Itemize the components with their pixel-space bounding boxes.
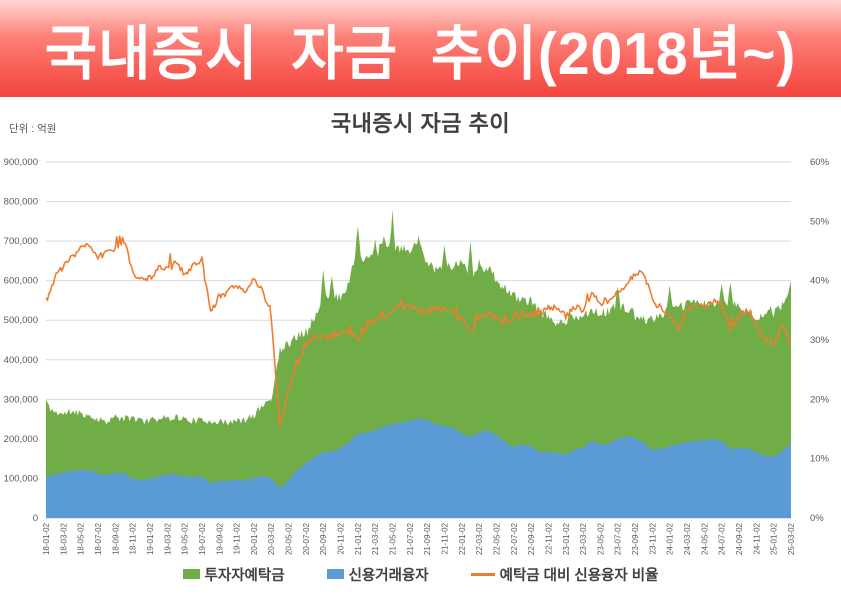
- x-axis-tick: 21-07-02: [406, 522, 415, 555]
- x-axis-tick: 24-07-02: [718, 522, 727, 555]
- x-axis-tick: 23-09-02: [631, 522, 640, 555]
- x-axis-tick: 19-09-02: [215, 522, 224, 555]
- x-axis-tick: 24-03-02: [683, 522, 692, 555]
- x-axis-tick: 20-11-02: [337, 522, 346, 554]
- margin-area: [46, 417, 791, 518]
- legend-item: 예탁금 대비 신용융자 비율: [470, 564, 659, 585]
- x-axis-tick: 23-11-02: [648, 522, 657, 554]
- x-axis-tick: 20-07-02: [302, 522, 311, 555]
- legend-line-swatch: [470, 572, 495, 576]
- x-axis-tick: 18-09-02: [111, 522, 120, 555]
- legend-label: 신용거래융자: [348, 567, 429, 584]
- y-right-tick: 30%: [810, 335, 830, 346]
- x-axis-tick: 24-01-02: [666, 522, 675, 555]
- x-axis-tick: 22-07-02: [510, 522, 519, 555]
- y-right-tick: 50%: [810, 216, 830, 227]
- x-axis-tick: 23-05-02: [596, 522, 605, 555]
- x-axis-tick: 20-03-02: [267, 522, 276, 555]
- x-axis-tick: 18-05-02: [77, 522, 86, 555]
- x-axis-tick: 23-07-02: [614, 522, 623, 555]
- x-axis-tick: 19-03-02: [163, 522, 172, 555]
- x-axis-tick: 21-09-02: [423, 522, 432, 555]
- y-left-tick: 0: [33, 513, 38, 524]
- x-axis-tick: 20-09-02: [319, 522, 328, 555]
- x-axis-tick: 22-05-02: [492, 522, 501, 555]
- x-axis-tick: 18-11-02: [129, 522, 138, 554]
- x-axis-tick: 18-01-02: [42, 522, 51, 555]
- x-axis-tick: 25-03-02: [787, 522, 796, 555]
- x-axis-tick: 19-05-02: [181, 522, 190, 555]
- y-left-tick: 700,000: [4, 236, 38, 247]
- banner: 국내증시 자금 추이(2018년~): [0, 0, 841, 97]
- deposits-area: [46, 209, 791, 518]
- y-left-tick: 800,000: [4, 197, 38, 208]
- legend-item: 투자자예탁금: [182, 564, 285, 585]
- legend-item: 신용거래융자: [326, 564, 429, 585]
- x-axis-tick: 25-01-02: [770, 522, 779, 555]
- y-right-tick: 10%: [810, 454, 830, 465]
- banner-title: 국내증시 자금 추이(2018년~): [44, 20, 797, 87]
- x-axis-tick: 18-03-02: [59, 522, 68, 555]
- x-axis-tick: 22-01-02: [458, 522, 467, 555]
- ratio-line: [45, 235, 792, 428]
- x-axis-tick: 24-05-02: [700, 522, 709, 555]
- x-axis-tick: 19-11-02: [233, 522, 242, 554]
- chart-legend: 투자자예탁금 신용거래융자 예탁금 대비 신용융자 비율: [0, 561, 841, 587]
- x-axis-tick: 21-11-02: [440, 522, 449, 554]
- legend-label: 투자자예탁금: [204, 567, 285, 584]
- y-left-tick: 100,000: [4, 473, 38, 484]
- unit-label: 단위 : 억원: [9, 123, 57, 135]
- y-left-tick: 500,000: [4, 315, 38, 326]
- legend-label: 예탁금 대비 신용융자 비율: [499, 567, 659, 584]
- x-axis-tick: 21-05-02: [389, 522, 398, 555]
- x-axis-tick: 20-05-02: [285, 522, 294, 555]
- x-axis-tick: 23-03-02: [579, 522, 588, 555]
- x-axis-tick: 24-09-02: [735, 522, 744, 555]
- x-axis-tick: 24-11-02: [752, 522, 761, 554]
- x-axis-tick: 18-07-02: [94, 522, 103, 555]
- x-axis-tick: 23-01-02: [562, 522, 571, 555]
- y-left-tick: 400,000: [4, 355, 38, 366]
- x-axis-tick: 19-07-02: [198, 522, 207, 555]
- legend-area-swatch: [182, 569, 200, 579]
- x-axis-tick: 20-01-02: [250, 522, 259, 555]
- x-axis-tick: 22-09-02: [527, 522, 536, 555]
- y-left-tick: 200,000: [4, 434, 38, 445]
- y-right-tick: 60%: [810, 157, 830, 168]
- x-axis-tick: 21-03-02: [371, 522, 380, 555]
- x-axis-tick: 21-01-02: [354, 522, 363, 555]
- chart-title: 국내증시 자금 추이: [330, 111, 511, 136]
- x-axis-tick: 19-01-02: [146, 522, 155, 555]
- y-right-tick: 20%: [810, 394, 830, 405]
- x-axis-tick: 22-11-02: [544, 522, 553, 554]
- y-left-tick: 600,000: [4, 276, 38, 287]
- y-right-tick: 40%: [810, 276, 830, 287]
- legend-area-swatch: [326, 569, 344, 579]
- y-right-tick: 0%: [810, 513, 824, 524]
- y-left-tick: 300,000: [4, 394, 38, 405]
- x-axis-tick: 22-03-02: [475, 522, 484, 555]
- y-left-tick: 900,000: [4, 157, 38, 168]
